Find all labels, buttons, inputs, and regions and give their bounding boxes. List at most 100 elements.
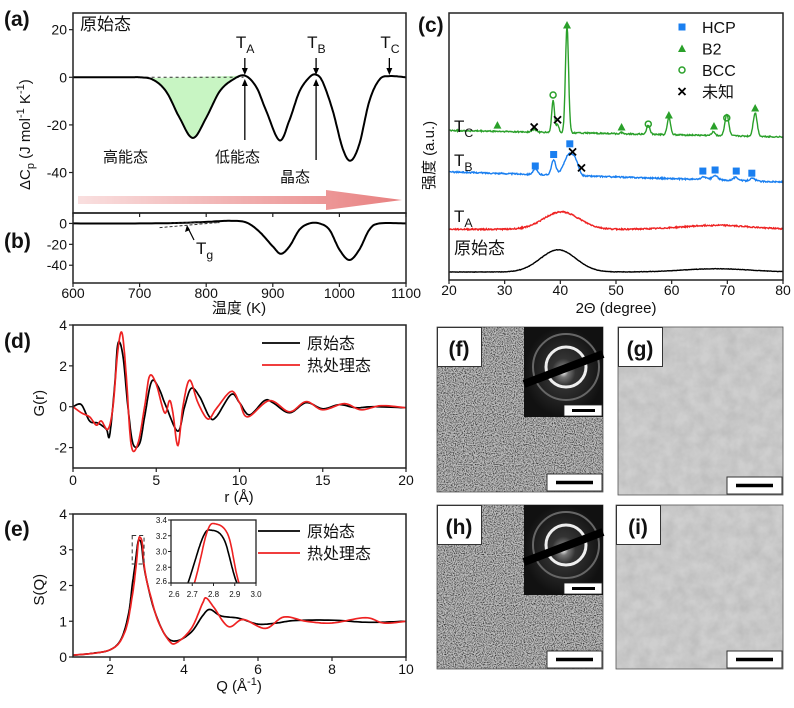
y-tick-label: -40 bbox=[47, 257, 67, 273]
legend-label: 未知 bbox=[702, 84, 734, 102]
x-axis-label-b: 温度 (K) bbox=[212, 300, 266, 317]
x-axis-label-d: r (Å) bbox=[224, 489, 253, 506]
arrowhead-icon bbox=[241, 79, 248, 86]
image-frame bbox=[617, 326, 784, 496]
x-tick-label: 900 bbox=[261, 285, 285, 301]
trace-label-sub: A bbox=[464, 216, 473, 230]
y-tick-label: 4 bbox=[59, 317, 67, 333]
x-tick-label: 700 bbox=[128, 285, 152, 301]
phase-mark-square bbox=[531, 162, 539, 170]
transition-label-main: T bbox=[307, 33, 317, 52]
x-tick-label: 4 bbox=[180, 661, 188, 677]
phase-mark-circle bbox=[723, 114, 731, 122]
x-label-part: ) bbox=[257, 678, 262, 695]
trace-label-main: T bbox=[454, 151, 464, 170]
legend-marker-cross-icon bbox=[677, 87, 687, 96]
arrowhead-icon bbox=[313, 79, 320, 86]
image-label-box bbox=[437, 505, 482, 545]
legend-label: HCP bbox=[702, 20, 736, 37]
x-tick-label: 2 bbox=[106, 661, 114, 677]
x-tick-label: 10 bbox=[398, 661, 414, 677]
inset-y-tick-label: 3.4 bbox=[156, 516, 168, 525]
transition-label: TA bbox=[236, 33, 255, 56]
y-axis-label: G(r) bbox=[31, 390, 48, 417]
tg-label-main: T bbox=[196, 239, 206, 258]
x-label-part: Q (Å bbox=[216, 678, 247, 695]
legend-label: BCC bbox=[702, 63, 736, 80]
x-tick-label: 1100 bbox=[391, 285, 421, 301]
y-label-part: K bbox=[17, 94, 34, 108]
image-label: (h) bbox=[446, 516, 473, 539]
image-label: (g) bbox=[627, 338, 654, 361]
inset-y-tick-label: 3.0 bbox=[156, 548, 168, 557]
xrd-trace bbox=[448, 26, 784, 139]
arrowhead-icon bbox=[386, 68, 393, 75]
legend-marker-square-icon bbox=[678, 23, 686, 31]
y-label-part: p bbox=[25, 163, 37, 169]
inset-background bbox=[171, 520, 256, 583]
x-axis-label-e: Q (Å-1) bbox=[216, 676, 262, 695]
phase-mark-cross bbox=[568, 147, 577, 156]
x-tick-label: 8 bbox=[328, 661, 336, 677]
tg-label: Tg bbox=[196, 239, 213, 262]
y-tick-label: 4 bbox=[59, 506, 67, 522]
inset-y-tick-label: 2.8 bbox=[156, 563, 168, 572]
micrograph-i: (i) bbox=[615, 504, 784, 670]
y-label-part: -1 bbox=[15, 84, 27, 94]
diffraction-ring bbox=[532, 333, 600, 401]
trace-label-sub: C bbox=[464, 126, 473, 140]
legend-label: 热处理态 bbox=[307, 545, 371, 563]
phase-mark-triangle bbox=[493, 121, 502, 129]
x-tick-label: 1000 bbox=[324, 285, 355, 301]
trace-label: TB bbox=[454, 151, 473, 174]
trace-label-main: T bbox=[454, 117, 464, 136]
image-label: (i) bbox=[628, 516, 648, 539]
arrowhead-icon bbox=[185, 225, 190, 232]
transition-label-main: T bbox=[236, 33, 246, 52]
dsc-curve-a bbox=[73, 73, 407, 162]
x-tick-label: 0 bbox=[69, 472, 77, 488]
x-tick-label: 600 bbox=[61, 285, 85, 301]
y-tick-label: 0 bbox=[59, 399, 67, 415]
phase-mark-triangle bbox=[709, 121, 718, 130]
inset-x-tick-label: 2.6 bbox=[168, 590, 180, 599]
legend-marker-triangle-icon bbox=[678, 44, 686, 52]
trace-label: TC bbox=[454, 117, 473, 140]
series-line-annealed bbox=[72, 330, 407, 453]
inset-x-tick-label: 2.9 bbox=[229, 590, 241, 599]
area-fill-high-energy bbox=[148, 75, 240, 138]
x-tick-label: 60 bbox=[664, 282, 680, 298]
diffraction-ring bbox=[532, 511, 600, 579]
y-tick-label: 2 bbox=[59, 578, 67, 594]
image-label: (f) bbox=[449, 338, 470, 361]
image-label-box bbox=[437, 327, 482, 367]
zoom-region-box bbox=[131, 534, 145, 565]
x-tick-label: 20 bbox=[398, 472, 414, 488]
xrd-trace bbox=[448, 151, 784, 184]
y-tick-label: -40 bbox=[47, 165, 67, 181]
inset-x-tick-label: 2.7 bbox=[187, 590, 199, 599]
panel-label-d: (d) bbox=[4, 330, 31, 353]
phase-mark-circle bbox=[549, 91, 557, 99]
legend-label: 原始态 bbox=[307, 523, 355, 541]
tg-label-sub: g bbox=[206, 248, 213, 262]
panel-label-a: (a) bbox=[4, 8, 30, 31]
phase-mark-cross bbox=[530, 122, 539, 132]
phase-mark-triangle bbox=[664, 110, 673, 119]
x-tick-label: 20 bbox=[441, 282, 457, 298]
y-axis-label-a: ΔCp (J mol-1 K-1) bbox=[15, 79, 37, 190]
phase-mark-square bbox=[550, 151, 558, 159]
plot-frame-d bbox=[72, 324, 407, 469]
x-tick-label: 30 bbox=[497, 282, 513, 298]
transition-label: TC bbox=[380, 33, 399, 56]
progress-arrow-icon bbox=[78, 190, 402, 210]
phase-mark-cross bbox=[553, 115, 562, 124]
panel-label-c: (c) bbox=[418, 14, 444, 37]
y-axis-label-c: 强度 (a.u.) bbox=[421, 121, 438, 190]
phase-mark-circle bbox=[644, 120, 653, 128]
trace-label-sub: B bbox=[464, 160, 472, 174]
phase-mark-square bbox=[699, 167, 707, 175]
micrograph-f: (f) bbox=[436, 326, 605, 493]
y-label-part: -1 bbox=[15, 108, 27, 118]
